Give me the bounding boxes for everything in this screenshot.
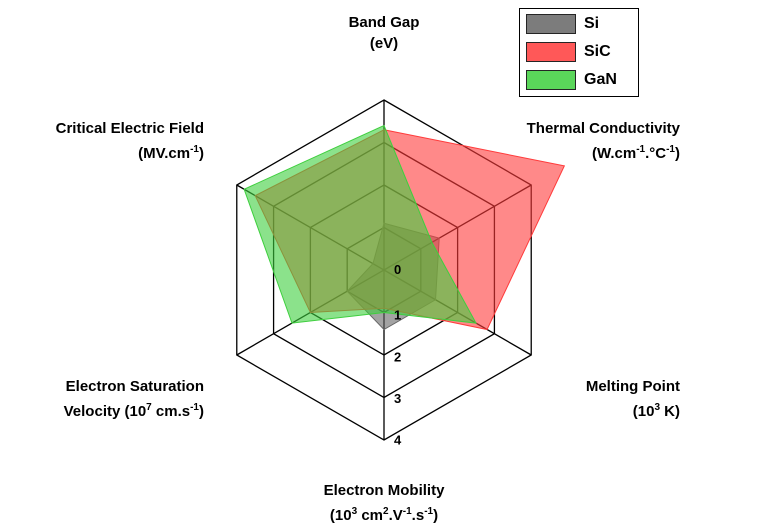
legend-label-si: Si — [584, 15, 600, 32]
r-tick-2: 2 — [394, 349, 401, 364]
radial-ticks: 0 1 2 3 4 — [394, 262, 402, 448]
r-tick-3: 3 — [394, 391, 401, 406]
r-tick-4: 4 — [394, 433, 402, 448]
legend-item-gan: GaN — [526, 69, 617, 91]
legend-swatch-gan — [526, 70, 576, 90]
legend: Si SiC GaN — [519, 8, 639, 97]
legend-item-sic: SiC — [526, 41, 611, 63]
radar-series — [243, 124, 566, 331]
legend-swatch-sic — [526, 42, 576, 62]
axis-label-electron-mobility: Electron Mobility (103 cm2.V-1.s-1) — [323, 482, 445, 524]
r-tick-0: 0 — [394, 262, 401, 277]
legend-swatch-si — [526, 14, 576, 34]
axis-label-band-gap: Band Gap (eV) — [348, 14, 420, 52]
axis-label-electron-saturation-velocity: Electron Saturation Velocity (107 cm.s-1) — [63, 378, 204, 420]
legend-item-si: Si — [526, 13, 599, 35]
axis-label-melting-point: Melting Point (103 K) — [585, 378, 680, 420]
axis-label-critical-electric-field: Critical Electric Field (MV.cm-1) — [55, 120, 204, 162]
r-tick-1: 1 — [394, 308, 401, 323]
legend-label-gan: GaN — [584, 71, 617, 88]
series-area-gan — [243, 124, 477, 324]
axis-label-thermal-conductivity: Thermal Conductivity (W.cm-1.°C-1) — [526, 120, 680, 162]
legend-label-sic: SiC — [584, 43, 611, 60]
